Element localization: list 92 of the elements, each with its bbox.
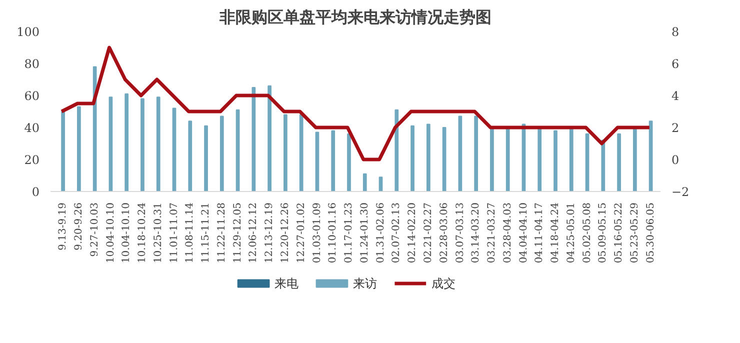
- x-tick-label: 03.14-03.20: [470, 202, 482, 264]
- x-tick-label: 05.23-05.29: [629, 202, 640, 264]
- y-tick-label: 20: [24, 153, 40, 167]
- x-tick-label: 02.28-03.06: [438, 202, 450, 264]
- bar: [394, 109, 399, 192]
- x-tick-label: 01.31-02.06: [375, 202, 386, 264]
- x-tick-label: 02.14-02.20: [407, 202, 418, 264]
- x-tick-label: 01.10-01.16: [328, 202, 339, 264]
- bar: [268, 85, 272, 192]
- x-tick-label: 10.25-10.31: [152, 202, 164, 264]
- bar: [61, 111, 65, 192]
- bar: [188, 120, 192, 192]
- bar: [220, 116, 224, 192]
- x-tick-label: 9.13-9.19: [58, 202, 69, 250]
- x-tick-label: 12.06-12.12: [248, 202, 260, 264]
- bar: [506, 127, 510, 192]
- x-tick-label: 11.08-11.14: [184, 202, 196, 264]
- bar: [569, 127, 574, 192]
- x-tick-label: 10.04-10.10: [121, 202, 132, 264]
- x-tick-label: 01.03-01.09: [312, 202, 323, 264]
- x-tick-label: 01.24-01.30: [359, 202, 370, 264]
- x-tick-label: 10.18-10.24: [137, 202, 148, 264]
- bar: [347, 133, 351, 192]
- bar: [585, 133, 590, 192]
- y2-tick-label: 4: [672, 89, 680, 103]
- x-tick-label: 9.20-9.26: [74, 202, 85, 250]
- bar: [378, 176, 383, 192]
- x-tick-label: 05.02-05.08: [582, 202, 593, 264]
- y-tick-label: 40: [24, 121, 40, 135]
- bar: [410, 125, 414, 192]
- bar: [108, 96, 113, 192]
- y2-tick-label: 8: [672, 25, 680, 39]
- bar: [331, 130, 336, 192]
- x-tick-label: 04.25-05.01: [566, 202, 577, 264]
- bar: [362, 173, 367, 192]
- bar: [315, 132, 320, 192]
- bar: [299, 114, 304, 192]
- bar: [156, 96, 160, 192]
- x-tick-label: 04.04-04.10: [518, 202, 530, 264]
- bar: [284, 114, 288, 192]
- x-tick-label: 05.16-05.22: [614, 202, 625, 264]
- x-tick-label: 03.21-03.27: [486, 202, 498, 264]
- bar: [204, 125, 208, 192]
- y2-tick-label: 6: [672, 57, 680, 71]
- line-series: [60, 46, 652, 162]
- x-tick-label: 03.07-03.13: [454, 202, 466, 264]
- bar: [172, 108, 176, 192]
- x-tick-label: 11.15-11.21: [200, 202, 212, 264]
- legend-label: 来电: [274, 276, 298, 290]
- bar: [124, 93, 129, 192]
- x-tick-label: 04.18-04.24: [550, 202, 562, 264]
- bar: [601, 140, 606, 192]
- x-tick-label: 11.22-11.28: [216, 202, 228, 264]
- y-tick-label: 60: [24, 89, 40, 103]
- y2-tick-label: 2: [672, 121, 680, 135]
- legend-label: 来访: [352, 276, 377, 290]
- x-tick-label: 12.13-12.19: [264, 202, 276, 264]
- bar: [92, 66, 97, 192]
- bar: [77, 106, 81, 192]
- bar: [236, 109, 240, 192]
- x-tick-label: 05.30-06.05: [645, 202, 656, 264]
- bar: [632, 127, 637, 192]
- bar: [617, 133, 621, 192]
- bar: [554, 130, 558, 192]
- x-tick-label: 11.01-11.07: [168, 202, 180, 264]
- x-tick-label: 02.21-02.27: [422, 202, 434, 264]
- x-tick-label: 12.20-12.26: [280, 202, 292, 264]
- x-tick-label: 11.29-12.05: [232, 202, 244, 264]
- x-tick-label: 02.07-02.13: [391, 202, 402, 264]
- y2-tick-label: −2: [672, 185, 690, 199]
- chart-title: 非限购区单盘平均来电来访情况走势图: [218, 8, 492, 26]
- x-tick-label: 03.28-04.03: [502, 202, 514, 264]
- y-tick-label: 100: [16, 25, 40, 39]
- x-tick-label: 12.27-01.02: [296, 202, 307, 264]
- x-tick-label: 9.27-10.03: [89, 202, 100, 257]
- y-tick-label: 0: [32, 185, 40, 199]
- bar: [252, 87, 256, 192]
- bar: [426, 124, 430, 192]
- x-tick-label: 01.17-01.23: [344, 202, 355, 264]
- bar: [442, 127, 446, 192]
- x-tick-label: 10.04-10.10: [105, 202, 116, 264]
- x-tick-label: 04.11-04.17: [534, 202, 546, 264]
- bar: [140, 98, 144, 192]
- bar: [474, 116, 478, 192]
- bar: [648, 120, 653, 192]
- bar: [490, 127, 494, 192]
- y2-tick-label: 0: [672, 153, 680, 167]
- bar: [538, 127, 542, 192]
- bar: [458, 116, 462, 192]
- legend-label: 成交: [431, 276, 456, 290]
- x-tick-label: 05.09-05.15: [598, 202, 609, 264]
- y-tick-label: 80: [24, 57, 40, 71]
